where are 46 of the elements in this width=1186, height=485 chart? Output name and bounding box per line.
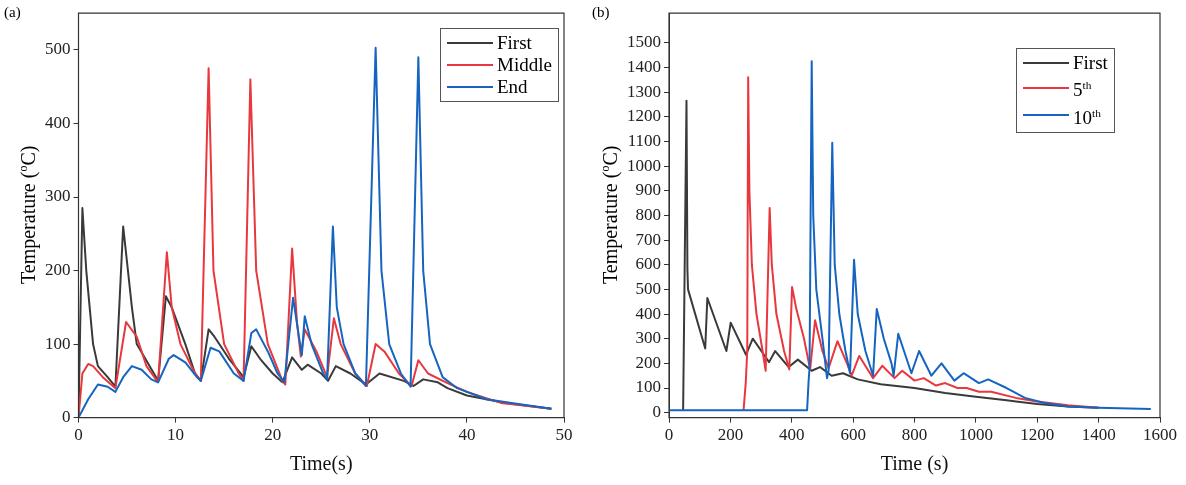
y-tick-label: 200: [635, 352, 661, 372]
x-tick-label: 800: [901, 425, 928, 445]
y-tick-label: 500: [45, 39, 71, 59]
legend-label: 10$^{th}$: [1073, 105, 1101, 129]
legend-label: First: [497, 32, 532, 55]
text: (a): [4, 4, 21, 21]
y-tick-label: 1300: [627, 81, 661, 101]
x-tick-label: 0: [664, 425, 674, 445]
y-tick-label: 0: [62, 407, 71, 427]
y-tick-label: 1200: [627, 106, 661, 126]
y-tick-label: 1100: [627, 130, 661, 150]
y-tick-label: 1400: [627, 56, 661, 76]
y-tick-label: 400: [45, 112, 71, 132]
y-tick-label: 700: [635, 229, 661, 249]
y-tick-label: 800: [635, 204, 661, 224]
y-tick-label: 600: [635, 254, 661, 274]
x-tick-label: 400: [779, 425, 805, 445]
x-axis-title: Time(s): [289, 452, 353, 476]
y-tick-label: 100: [635, 377, 661, 397]
x-tick-label: 200: [717, 425, 744, 445]
y-tick-label: 400: [635, 303, 661, 323]
legend-label: Middle: [497, 54, 552, 77]
x-tick-label: 50: [555, 425, 573, 445]
y-tick-label: 100: [45, 333, 71, 353]
y-tick-label: 1000: [627, 155, 661, 175]
legend-label: 5$^{th}$: [1073, 78, 1092, 102]
x-tick-label: 40: [458, 425, 476, 445]
y-tick-label: 300: [635, 328, 661, 348]
x-tick-label: 1000: [958, 425, 993, 445]
x-tick-label: 600: [840, 425, 866, 445]
x-tick-label: 20: [264, 425, 282, 445]
legend-label: First: [1073, 52, 1108, 75]
legend-label: End: [497, 76, 528, 99]
y-tick-label: 200: [45, 260, 71, 280]
y-tick-label: 900: [635, 180, 661, 200]
text: (b): [592, 4, 610, 21]
x-axis-title: Time (s): [880, 452, 949, 476]
y-tick-label: 300: [45, 186, 71, 206]
x-tick-label: 30: [361, 425, 379, 445]
y-tick-label: 0: [652, 402, 661, 422]
x-tick-label: 1200: [1020, 425, 1055, 445]
x-tick-label: 1600: [1143, 425, 1177, 445]
x-tick-label: 1400: [1081, 425, 1116, 445]
y-tick-label: 500: [635, 278, 661, 298]
x-tick-label: 10: [167, 425, 185, 445]
y-tick-label: 1500: [627, 32, 661, 52]
